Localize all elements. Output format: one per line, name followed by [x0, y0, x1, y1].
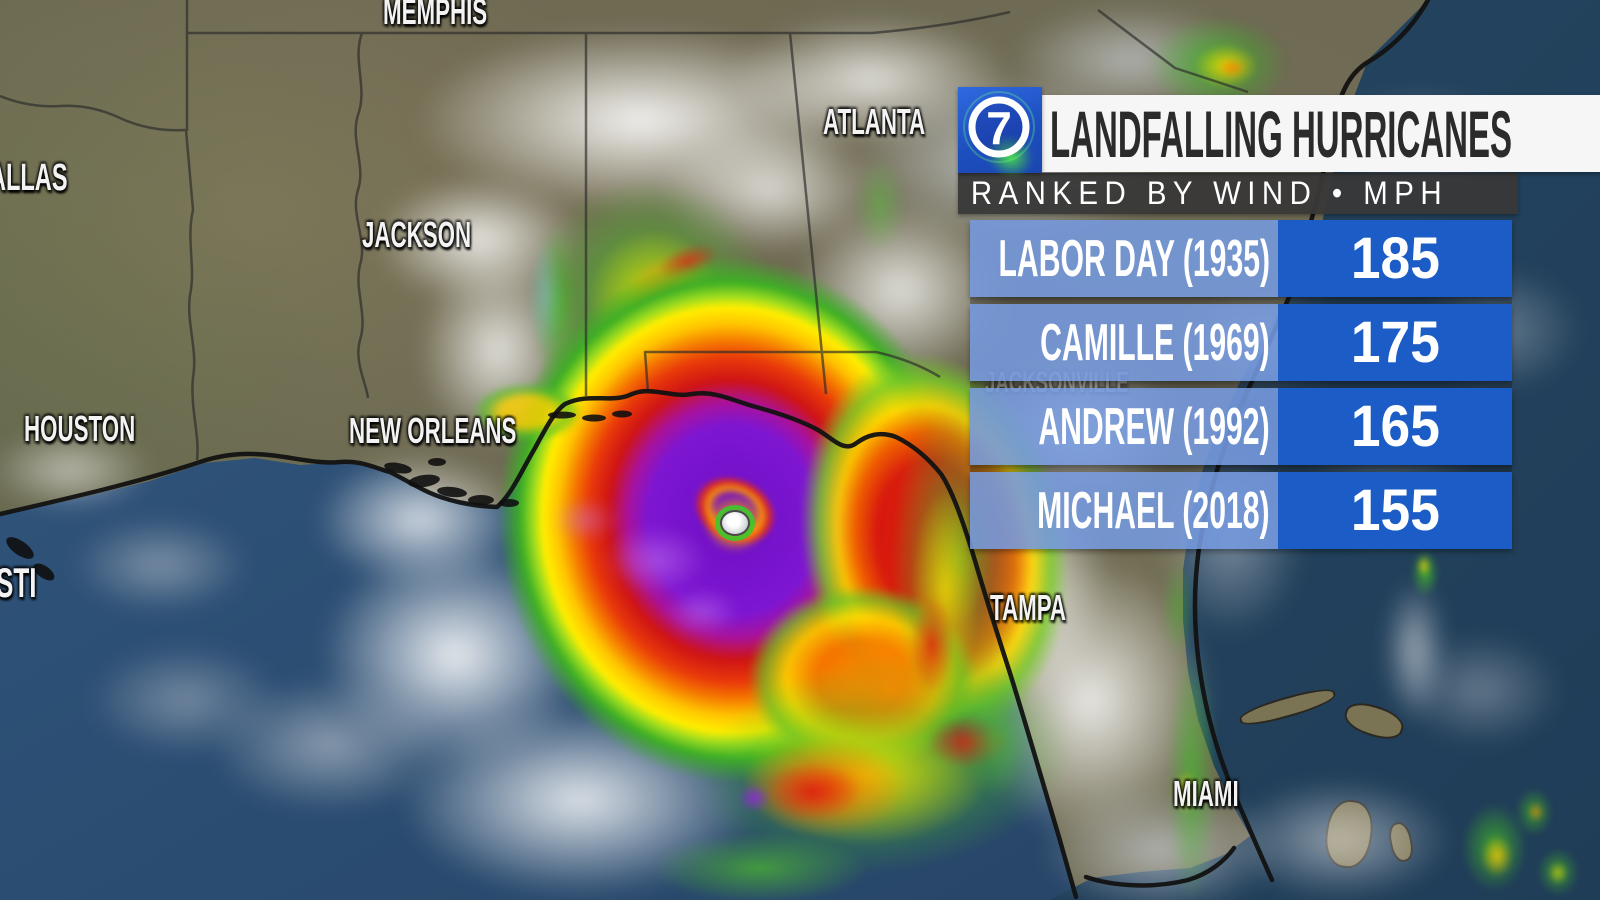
map-label-miami: MIAMI [1173, 773, 1239, 814]
map-label-jackson: JACKSON [362, 214, 472, 255]
table-row: ANDREW (1992) 165 [970, 388, 1512, 465]
map-label-tampa: TAMPA [990, 587, 1067, 628]
table-row: LABOR DAY (1935) 185 [970, 220, 1512, 297]
map-label-memphis: MEMPHIS [383, 0, 488, 32]
panel-subtitle: RANKED BY WIND • MPH [970, 175, 1449, 211]
panel-header: 7 LANDFALLING HURRICANES [958, 87, 1600, 186]
map-label-dallas: DALLAS [0, 157, 68, 199]
hurricane-rankings-panel: 7 LANDFALLING HURRICANES RANKED BY WIND … [958, 87, 1600, 549]
table-row: MICHAEL (2018) 155 [970, 472, 1512, 549]
panel-title: LANDFALLING HURRICANES [1050, 96, 1512, 171]
hurricane-name-cell: ANDREW (1992) [970, 388, 1278, 465]
table-row: CAMILLE (1969) 175 [970, 304, 1512, 381]
wind-value-cell: 175 [1278, 304, 1512, 381]
abc7-logo: 7 [958, 87, 1042, 186]
logo-seven-icon: 7 [986, 102, 1012, 154]
wind-value-cell: 165 [1278, 388, 1512, 465]
map-label-christi: STI [0, 559, 37, 606]
hurricane-name-cell: CAMILLE (1969) [970, 304, 1278, 381]
panel-title-bar: LANDFALLING HURRICANES [1042, 95, 1600, 172]
map-label-atlanta: ATLANTA [823, 101, 926, 142]
hurricane-name-cell: MICHAEL (2018) [970, 472, 1278, 549]
map-label-houston: HOUSTON [24, 408, 136, 449]
hurricane-name-cell: LABOR DAY (1935) [970, 220, 1278, 297]
wind-value-cell: 185 [1278, 220, 1512, 297]
rankings-table: LABOR DAY (1935) 185 CAMILLE (1969) 175 … [970, 220, 1512, 549]
hurricane-eye [720, 510, 750, 536]
map-label-new-orleans: NEW ORLEANS [349, 410, 517, 451]
wind-value-cell: 155 [1278, 472, 1512, 549]
panel-subtitle-bar: RANKED BY WIND • MPH [958, 173, 1518, 214]
